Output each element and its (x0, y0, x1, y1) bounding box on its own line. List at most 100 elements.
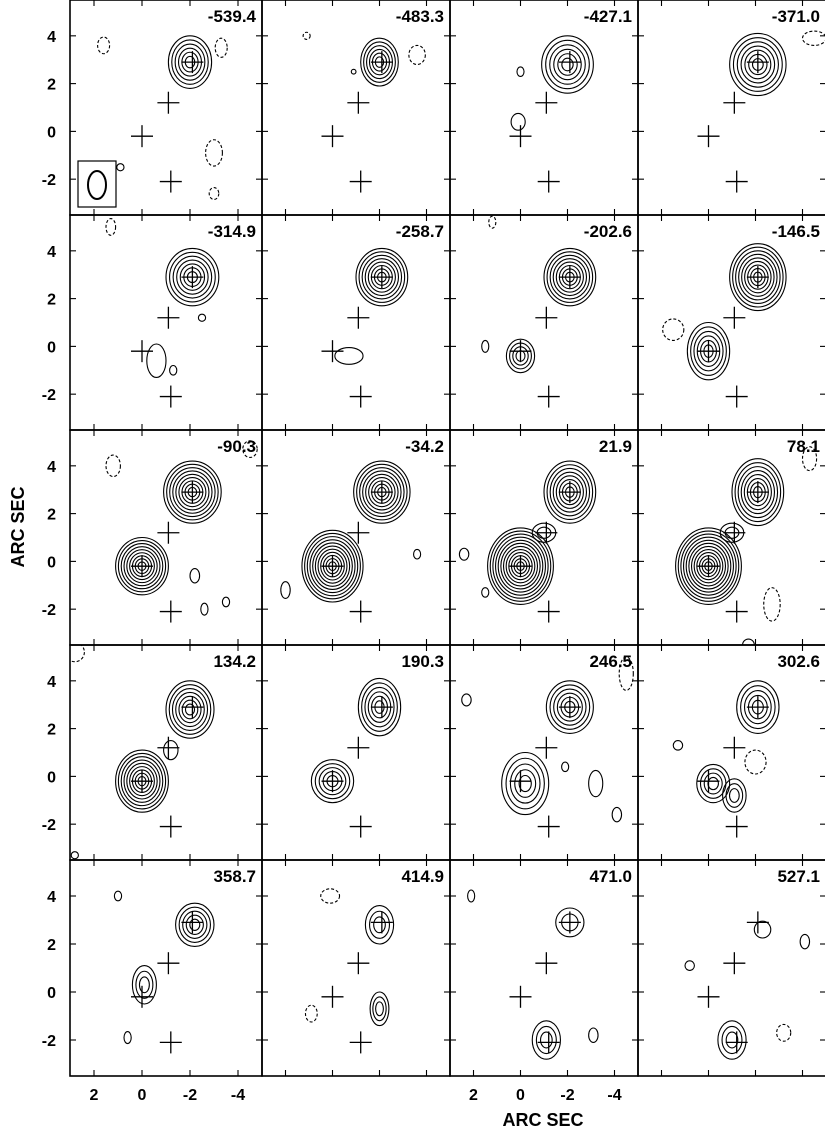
velocity-label: 302.6 (777, 652, 820, 671)
panel-content (230, 32, 425, 192)
position-cross (322, 340, 344, 362)
noise-contour (230, 139, 246, 172)
y-tick-label: 4 (47, 459, 56, 476)
source-contour (697, 764, 730, 802)
position-cross (538, 386, 560, 408)
velocity-label: -202.6 (584, 222, 632, 241)
velocity-label: -146.5 (772, 222, 820, 241)
negative-contour (303, 32, 310, 39)
position-cross (347, 92, 369, 114)
panel-content (663, 244, 786, 408)
y-tick-label: 0 (47, 985, 56, 1002)
position-cross (131, 340, 153, 362)
channel-panel: 471.0 (450, 860, 638, 1076)
noise-contour (517, 67, 524, 77)
panel-frame (262, 860, 450, 1076)
panel-frame (638, 860, 825, 1076)
position-cross (157, 522, 179, 544)
position-cross (157, 92, 179, 114)
velocity-label: -258.7 (396, 222, 444, 241)
position-cross (350, 601, 372, 623)
source-contour (704, 773, 722, 794)
channel-panel: -202.6 (450, 215, 638, 430)
y-tick-label: 2 (47, 507, 56, 524)
source-contour (190, 919, 200, 930)
panel-frame (70, 430, 262, 645)
channel-panel: -258.7 (262, 215, 450, 430)
position-cross (157, 952, 179, 974)
channel-panel: -34.2 (262, 430, 450, 645)
channel-panels: -539.4 -483.3 -427.1 -371.0-314.9 -258.7 -202… (38, 0, 825, 1076)
noise-contour (459, 548, 468, 560)
panel-ticks (262, 215, 450, 430)
y-tick-label: -2 (42, 387, 56, 404)
velocity-label: -371.0 (772, 7, 820, 26)
noise-contour (170, 366, 177, 376)
position-cross (350, 816, 372, 838)
position-cross (538, 1031, 560, 1053)
panel-ticks (262, 0, 450, 215)
noise-contour (589, 770, 603, 796)
negative-contour (215, 38, 227, 57)
x-tick-label: -4 (231, 1087, 245, 1104)
position-cross (538, 601, 560, 623)
position-cross (698, 125, 720, 147)
velocity-label: -34.2 (405, 437, 444, 456)
position-cross (559, 911, 581, 933)
position-cross (726, 171, 748, 193)
channel-panel: -483.3 (230, 0, 450, 215)
source-contour (546, 40, 590, 88)
negative-contour (489, 216, 496, 228)
source-contour (176, 692, 205, 726)
noise-contour (562, 762, 569, 772)
noise-contour (190, 569, 200, 583)
position-cross (322, 770, 344, 792)
panel-ticks (638, 430, 825, 645)
source-contour (562, 58, 573, 71)
position-cross (347, 307, 369, 329)
velocity-label: 78.1 (787, 437, 820, 456)
panel-ticks (450, 430, 638, 645)
channel-panel: 302.6 (638, 645, 825, 860)
position-cross (347, 952, 369, 974)
x-tick-label: 2 (469, 1087, 478, 1104)
position-cross (538, 816, 560, 838)
x-axis-title: ARC SEC (502, 1110, 583, 1130)
source-contour (185, 704, 194, 715)
y-tick-label: 0 (47, 124, 56, 141)
panel-ticks (262, 860, 450, 1076)
position-cross (726, 816, 748, 838)
position-cross (723, 92, 745, 114)
velocity-label: -539.4 (208, 7, 257, 26)
position-cross (538, 171, 560, 193)
channel-panel: 246.5 (450, 645, 638, 860)
noise-contour (468, 890, 475, 902)
negative-contour (663, 319, 684, 341)
y-tick-label: 0 (47, 769, 56, 786)
noise-contour (673, 741, 682, 751)
position-cross (510, 125, 532, 147)
panel-content (281, 461, 421, 622)
panel-content (673, 681, 779, 838)
source-contour (376, 1002, 384, 1016)
source-contour (179, 907, 210, 942)
velocity-label: 190.3 (401, 652, 444, 671)
source-contour (730, 789, 740, 803)
panel-content (698, 31, 825, 193)
position-cross (723, 952, 745, 974)
negative-contour (803, 31, 825, 45)
noise-contour (511, 113, 525, 130)
panel-frame (638, 0, 825, 215)
source-contour (374, 917, 386, 933)
position-cross (535, 522, 557, 544)
panel-ticks (638, 0, 825, 215)
beam-box (78, 161, 116, 207)
channel-panel: -314.9 (70, 215, 262, 430)
y-tick-label: 0 (47, 339, 56, 356)
velocity-label: 134.2 (213, 652, 256, 671)
source-contour (754, 921, 770, 938)
y-tick-label: 2 (47, 937, 56, 954)
panel-content (305, 889, 393, 1054)
panel-content (482, 216, 596, 407)
position-cross (698, 986, 720, 1008)
